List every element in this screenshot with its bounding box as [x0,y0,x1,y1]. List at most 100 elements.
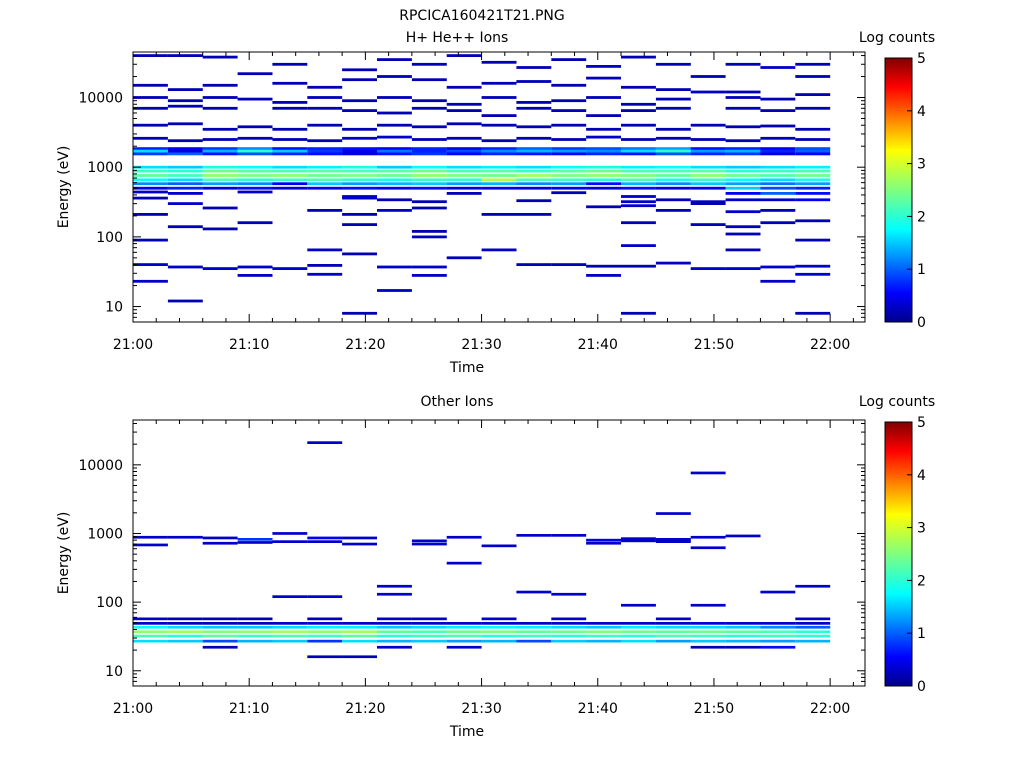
heatmap-cell [342,149,377,153]
heatmap-cell [760,165,796,169]
heatmap-cell [655,261,691,265]
heatmap-cell [133,543,168,547]
heatmap-cell [621,639,656,643]
heatmap-cell [725,622,761,625]
x-tick-label: 21:10 [229,337,269,353]
heatmap-cell [795,178,831,182]
heatmap-cell [446,561,482,565]
heatmap-cell [690,622,726,625]
heatmap-cell [586,625,621,629]
heatmap-cell [655,127,691,131]
heatmap-cell [551,147,587,150]
heatmap-cell [655,147,691,150]
heatmap-cell [411,152,447,156]
heatmap-cell [237,136,273,140]
heatmap-cell [237,174,273,177]
heatmap-cell [481,165,517,169]
heatmap-cell [586,169,621,173]
heatmap-cell [586,127,621,131]
heatmap-cell [551,625,587,629]
heatmap-cell [586,65,621,68]
heatmap-cell [377,209,412,212]
heatmap-cell [516,199,552,203]
heatmap-cell [690,603,726,607]
heatmap-cell [760,645,796,649]
heatmap-cell [167,174,203,177]
heatmap-cell [481,123,517,127]
heatmap-cell [586,178,621,182]
colorbar-tick-label: 2 [917,209,926,225]
heatmap-cell [377,639,412,643]
heatmap-cell [621,625,656,629]
heatmap-cell [272,639,308,643]
heatmap-cell [446,149,482,153]
heatmap-cell [621,311,656,315]
heatmap-cell [481,213,517,216]
heatmap-cell [481,60,517,64]
heatmap-cell [202,541,238,545]
heatmap-cell [690,182,726,186]
heatmap-cell [411,178,447,182]
heatmap-cell [551,174,587,177]
heatmap-cell [377,178,412,182]
heatmap-cell [411,200,447,204]
heatmap-cell [690,90,726,94]
heatmap-cell [725,90,761,94]
heatmap-cell [481,174,517,177]
heatmap-cell [272,182,308,186]
heatmap-cell [307,595,343,598]
heatmap-cell [621,264,656,268]
heatmap-cell [237,97,273,101]
heatmap-cell [551,58,587,61]
y-axis-label: Energy (eV) [56,146,72,229]
heatmap-cell [551,263,587,266]
heatmap-cell [167,225,203,229]
y-tick-label: 10 [105,300,123,316]
heatmap-cell [690,625,726,629]
heatmap-cell [342,136,377,140]
heatmap-cell [481,617,517,621]
heatmap-cell [725,165,761,169]
heatmap-cell [307,625,343,629]
heatmap-cell [551,639,587,643]
heatmap-cell [795,311,831,315]
heatmap-cell [725,174,761,177]
heatmap-cell [655,165,691,169]
heatmap-cell [167,202,203,205]
heatmap-cell [307,149,343,153]
heatmap-cell [202,186,238,190]
heatmap-cell [690,223,726,226]
heatmap-cell [167,169,203,173]
heatmap-cell [725,182,761,186]
colorbar-tick-label: 5 [917,51,926,67]
heatmap-cell [237,634,273,638]
y-tick-label: 100 [96,595,123,611]
heatmap-cell [272,147,308,150]
heatmap-cell [377,622,412,625]
heatmap-cell [795,622,831,625]
heatmap-cell [411,125,447,129]
heatmap-cell [690,178,726,182]
heatmap-cell [202,622,238,625]
heatmap-cell [342,182,377,186]
heatmap-cell [237,152,273,156]
heatmap-cell [377,592,412,596]
heatmap-cell [342,109,377,112]
heatmap-cell [167,535,203,539]
heatmap-cell [133,186,168,190]
heatmap-cell [760,209,796,212]
heatmap-cell [795,238,831,242]
heatmap-cell [133,149,168,153]
y-tick-label: 10 [105,664,123,680]
heatmap-cell [655,538,691,541]
heatmap-cell [307,655,343,659]
heatmap-cell [202,152,238,156]
heatmap-cell [411,617,447,621]
heatmap-cell [133,96,168,99]
heatmap-cell [272,152,308,156]
heatmap-cell [586,186,621,190]
heatmap-cell [133,83,168,87]
x-tick-label: 21:30 [461,701,501,717]
heatmap-cell [516,174,552,177]
heatmap-cell [690,174,726,177]
